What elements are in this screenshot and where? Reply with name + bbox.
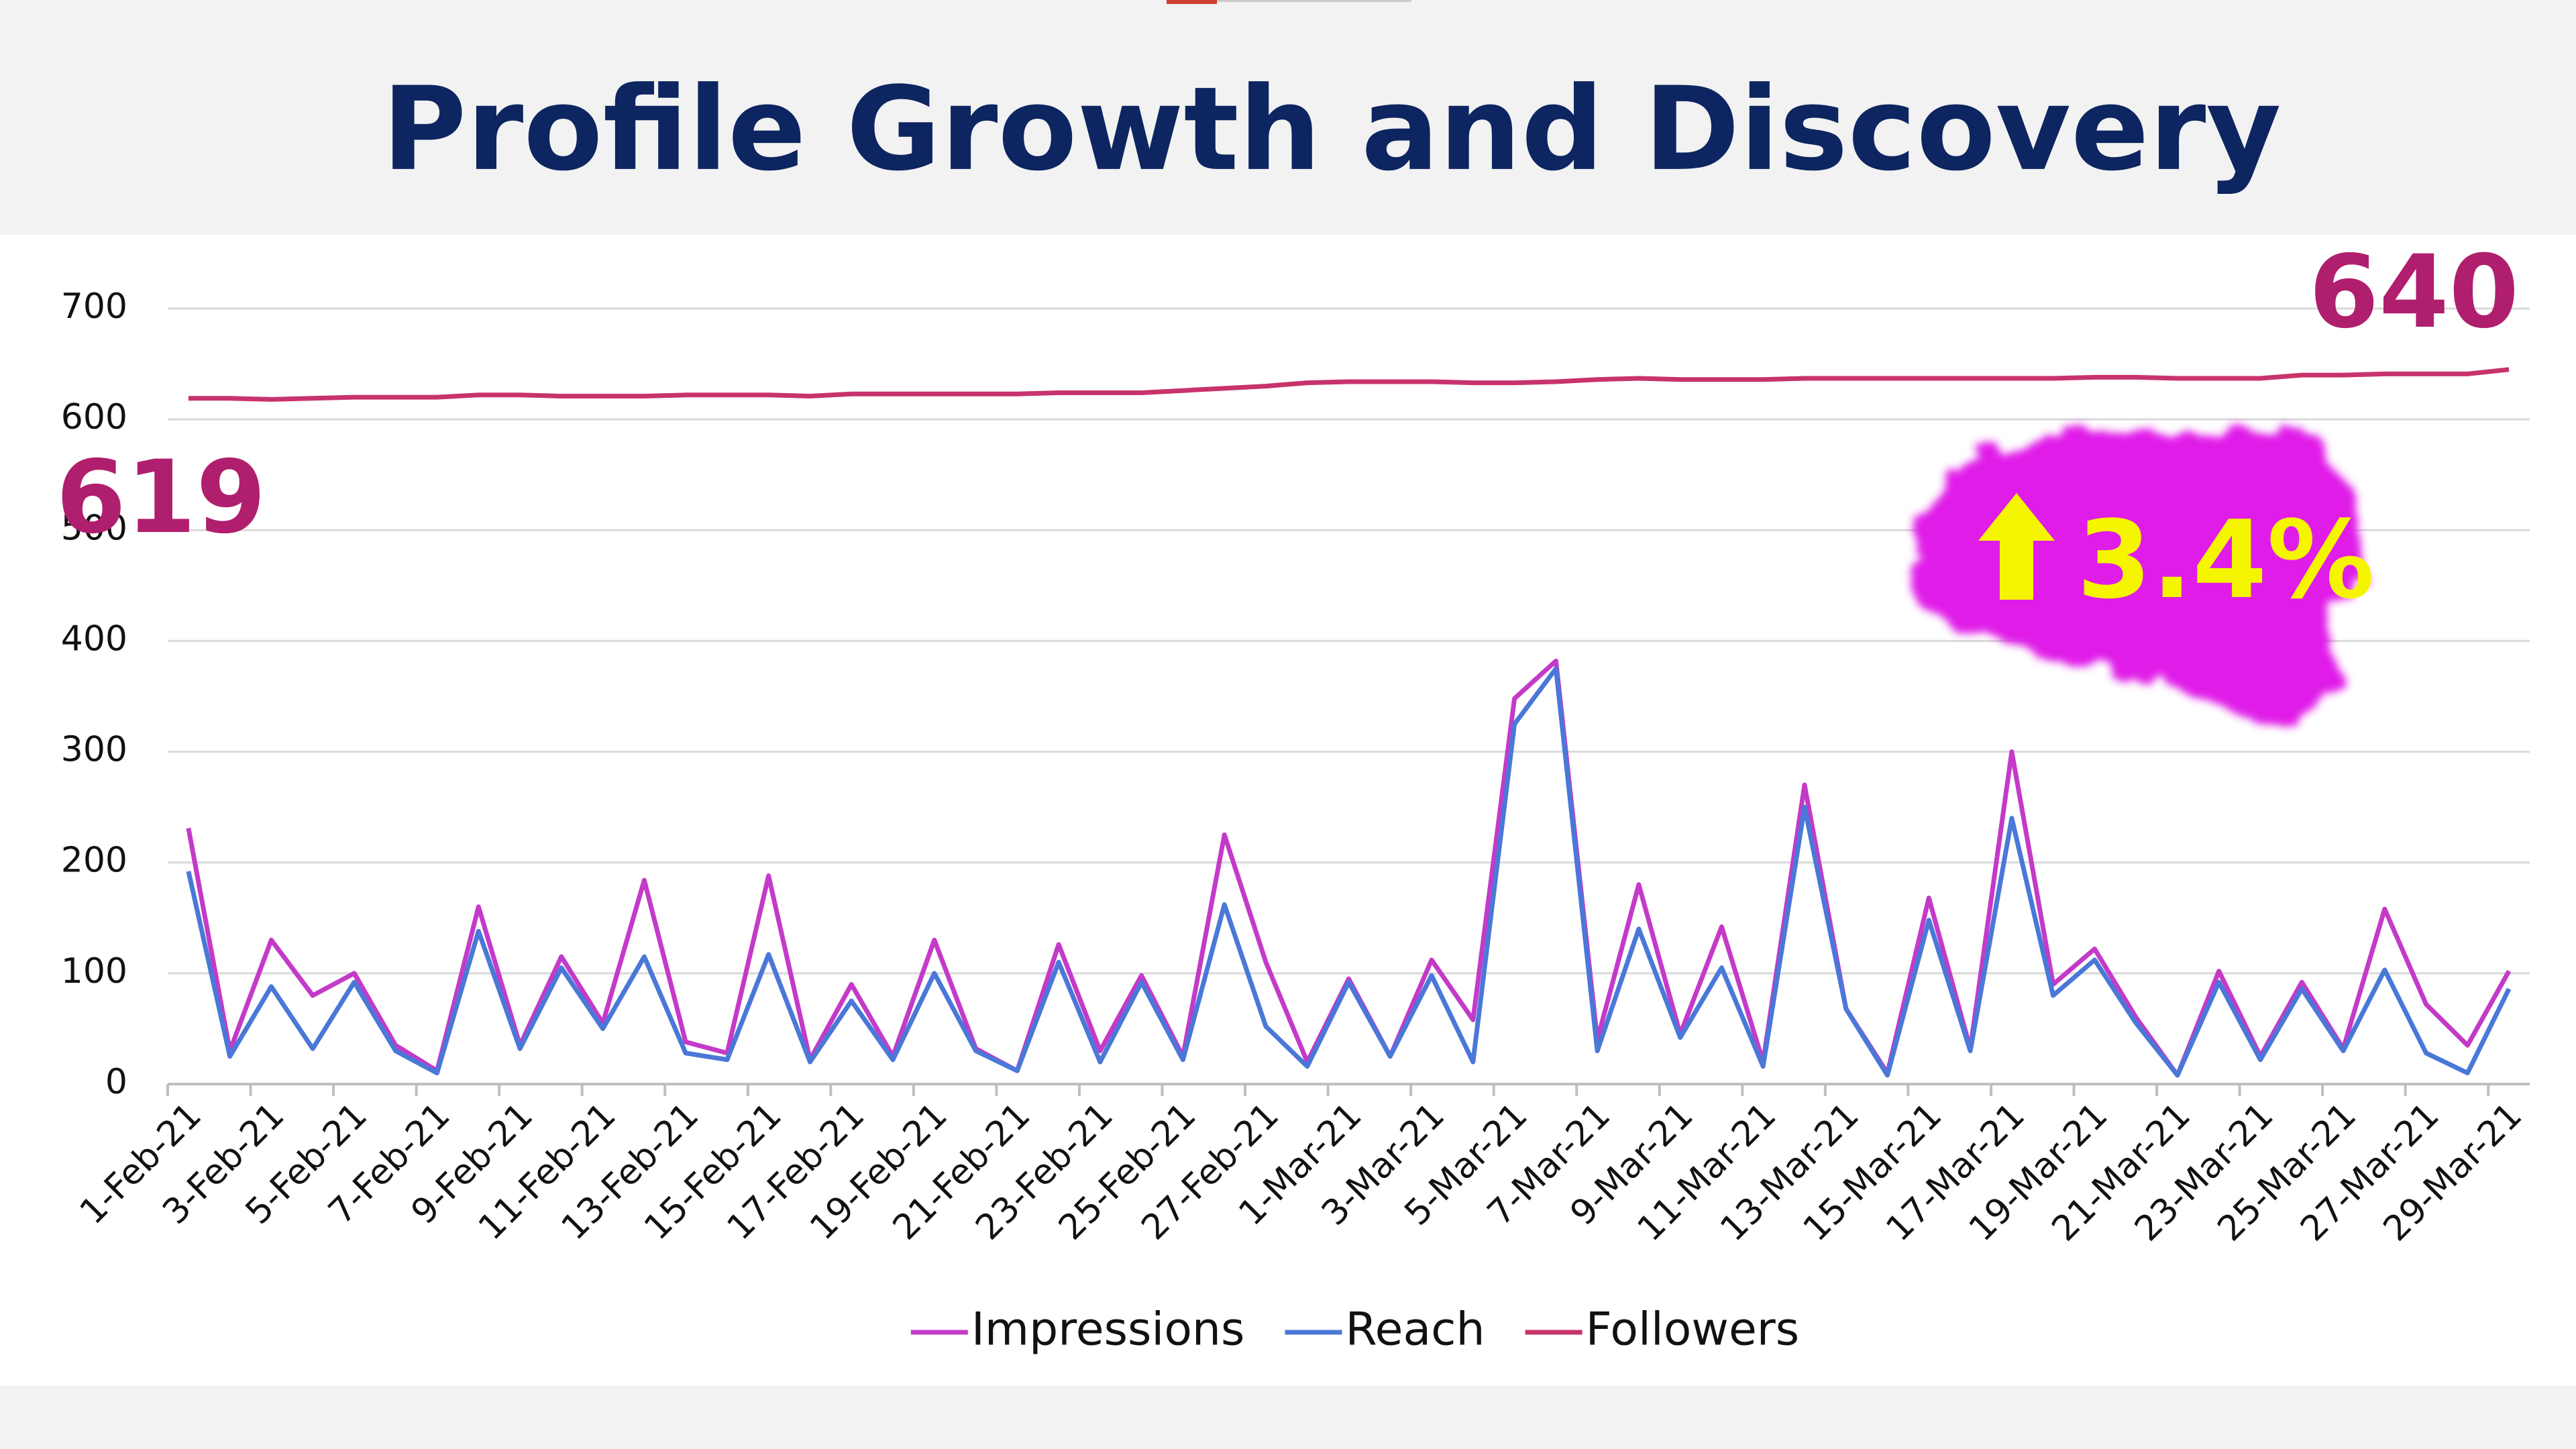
legend-item: Reach [1285,1303,1485,1356]
chart-title: Profile Growth and Discovery [382,62,2281,197]
y-tick-label: 500 [61,508,127,548]
legend-item: Followers [1525,1303,1800,1356]
y-tick-label: 600 [61,397,127,437]
legend-item: Impressions [910,1303,1245,1356]
start-followers-label: 619 [56,439,266,556]
header-accent-line [1217,0,1411,2]
y-tick-label: 0 [105,1062,127,1102]
header-bg [0,0,2576,235]
y-tick-label: 200 [61,841,127,881]
legend-label: Reach [1345,1303,1485,1356]
series-line [188,367,2510,402]
header-accent [1167,0,1217,4]
y-tick-label: 100 [61,951,127,991]
legend-label: Followers [1586,1303,1800,1356]
series-line [186,658,2512,1078]
end-followers-label: 640 [2309,234,2519,351]
legend-label: Impressions [971,1303,1245,1356]
series-line [186,666,2512,1078]
legend: Impressions Reach Followers [910,1303,1800,1356]
y-tick-label: 300 [61,730,127,770]
highlight-blob [1910,428,2363,721]
y-tick-label: 400 [61,619,127,659]
lines [186,367,2512,1078]
growth-label: 3.4% [2077,497,2375,623]
chart-bg [0,235,2576,1386]
growth-callout: 3.4% [1910,428,2375,721]
y-tick-label: 700 [61,286,127,327]
up-arrow [1978,493,2055,600]
